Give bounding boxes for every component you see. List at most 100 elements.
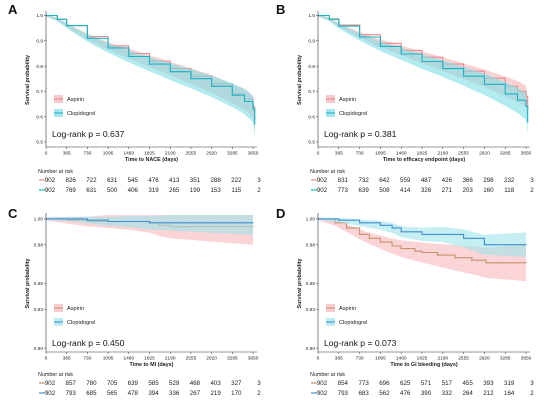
risk-row-clopidogrel: 902 793 683 562 476 390 332 264 212 164 2 bbox=[311, 390, 534, 397]
confidence-band bbox=[318, 217, 526, 282]
risk-cell: 780 bbox=[86, 380, 97, 387]
x-tick-label: 3650 bbox=[521, 151, 532, 157]
curve-point bbox=[359, 233, 361, 235]
x-tick-label: 2555 bbox=[458, 356, 469, 362]
risk-cell: 769 bbox=[66, 187, 77, 194]
risk-cell: 393 bbox=[483, 380, 494, 387]
risk-row-clopidogrel: 902 773 639 508 414 326 271 203 160 118 2 bbox=[311, 187, 534, 194]
risk-cell: 902 bbox=[317, 390, 328, 397]
risk-cell: 3 bbox=[257, 380, 261, 387]
curve-point bbox=[400, 53, 402, 55]
curve-point bbox=[463, 75, 465, 77]
risk-cell: 232 bbox=[504, 177, 515, 184]
curve-point bbox=[368, 237, 370, 239]
curve-point bbox=[128, 55, 130, 58]
x-tick-label: 3650 bbox=[248, 356, 259, 362]
curve-point bbox=[107, 47, 109, 49]
curve-point bbox=[400, 231, 402, 233]
risk-table-header: Number at risk bbox=[38, 169, 73, 175]
y-tick-label: 0.90 bbox=[306, 346, 316, 352]
risk-cell: 267 bbox=[190, 390, 201, 397]
risk-cell: 366 bbox=[462, 177, 473, 184]
x-tick-label: 1825 bbox=[417, 356, 428, 362]
risk-cell: 902 bbox=[45, 177, 56, 184]
curve-point bbox=[148, 222, 151, 224]
curve-point bbox=[190, 78, 192, 80]
risk-cell: 199 bbox=[190, 187, 201, 194]
legend-label: Aspirin bbox=[67, 306, 84, 312]
curve-point bbox=[525, 244, 527, 246]
risk-cell: 390 bbox=[421, 390, 432, 397]
risk-cell: 160 bbox=[483, 187, 494, 194]
risk-cell: 468 bbox=[190, 380, 201, 387]
risk-row-aspirin: 902 826 722 631 545 476 413 351 288 222 3 bbox=[39, 177, 261, 184]
risk-cell: 319 bbox=[504, 380, 515, 387]
risk-cell: 559 bbox=[400, 177, 411, 184]
risk-cell: 722 bbox=[86, 177, 97, 184]
survival-curve bbox=[46, 218, 253, 224]
curve-point bbox=[334, 222, 336, 224]
x-tick-label: 2555 bbox=[186, 151, 197, 157]
risk-cell: 773 bbox=[338, 187, 349, 194]
risk-cell: 115 bbox=[231, 187, 241, 194]
panel-letter: D bbox=[276, 206, 285, 221]
y-tick-label: 0.95 bbox=[306, 281, 316, 287]
risk-cell: 271 bbox=[442, 187, 453, 194]
risk-cell: 222 bbox=[231, 177, 242, 184]
curve-point bbox=[328, 18, 330, 20]
y-tick-label: 0.8 bbox=[36, 64, 43, 70]
risk-cell: 902 bbox=[45, 390, 56, 397]
risk-cell: 2 bbox=[530, 187, 534, 194]
legend-label: Clopidogrel bbox=[67, 111, 95, 117]
curve-point bbox=[437, 254, 439, 256]
risk-cell: 2 bbox=[257, 187, 261, 194]
risk-row-clopidogrel: 902 769 631 500 406 319 265 199 153 115 2 bbox=[39, 187, 261, 194]
curve-point bbox=[211, 222, 213, 224]
x-tick-label: 1825 bbox=[144, 151, 155, 157]
risk-cell: 571 bbox=[421, 380, 432, 387]
risk-cell: 170 bbox=[231, 390, 242, 397]
risk-cell: 2 bbox=[530, 390, 534, 397]
risk-cell: 639 bbox=[358, 187, 369, 194]
x-tick-label: 730 bbox=[356, 356, 364, 362]
curve-point bbox=[504, 93, 506, 95]
y-tick-label: 0.90 bbox=[34, 346, 44, 352]
curve-point bbox=[516, 99, 519, 101]
risk-table-header: Number at risk bbox=[310, 372, 345, 378]
risk-row-clopidogrel: 902 793 685 565 478 394 336 267 219 170 2 bbox=[39, 390, 261, 397]
x-tick-label: 3650 bbox=[248, 151, 259, 157]
x-tick-label: 2920 bbox=[479, 151, 490, 157]
x-axis-title: Time to efficacy endpoint (days) bbox=[383, 157, 465, 163]
curve-point bbox=[527, 121, 529, 123]
curve-point bbox=[66, 218, 68, 220]
risk-cell: 487 bbox=[421, 177, 432, 184]
curve-point bbox=[338, 219, 340, 221]
logrank-pvalue: Log-rank p = 0.450 bbox=[52, 338, 125, 348]
x-tick-label: 2555 bbox=[186, 356, 197, 362]
x-tick-label: 3285 bbox=[500, 151, 511, 157]
curve-point bbox=[231, 222, 233, 224]
risk-cell: 406 bbox=[128, 187, 139, 194]
survival-curve bbox=[318, 14, 529, 122]
risk-cell: 902 bbox=[317, 187, 328, 194]
risk-cell: 545 bbox=[128, 177, 139, 184]
series-aspirin bbox=[317, 217, 527, 282]
curve-point bbox=[86, 219, 88, 221]
risk-cell: 732 bbox=[358, 177, 369, 184]
risk-cell: 212 bbox=[483, 390, 494, 397]
x-axis-title: Time to NACE (days) bbox=[125, 157, 178, 163]
panel-B: B0.50.60.70.80.91.00 365 730 1095 1460 1825 21… bbox=[276, 2, 534, 194]
risk-cell: 219 bbox=[210, 390, 221, 397]
x-tick-label: 3285 bbox=[500, 356, 511, 362]
curve-point bbox=[442, 233, 444, 235]
risk-cell: 902 bbox=[317, 380, 328, 387]
y-tick-label: 0.6 bbox=[308, 114, 315, 120]
risk-cell: 705 bbox=[107, 380, 118, 387]
risk-cell: 854 bbox=[338, 380, 349, 387]
curve-point bbox=[525, 262, 527, 264]
risk-cell: 413 bbox=[169, 177, 180, 184]
y-tick-label: 0.7 bbox=[36, 89, 43, 95]
y-tick-label: 1.0 bbox=[308, 13, 315, 19]
risk-cell: 414 bbox=[400, 187, 411, 194]
x-axis-title: Time to GI bleeding (days) bbox=[390, 362, 457, 368]
